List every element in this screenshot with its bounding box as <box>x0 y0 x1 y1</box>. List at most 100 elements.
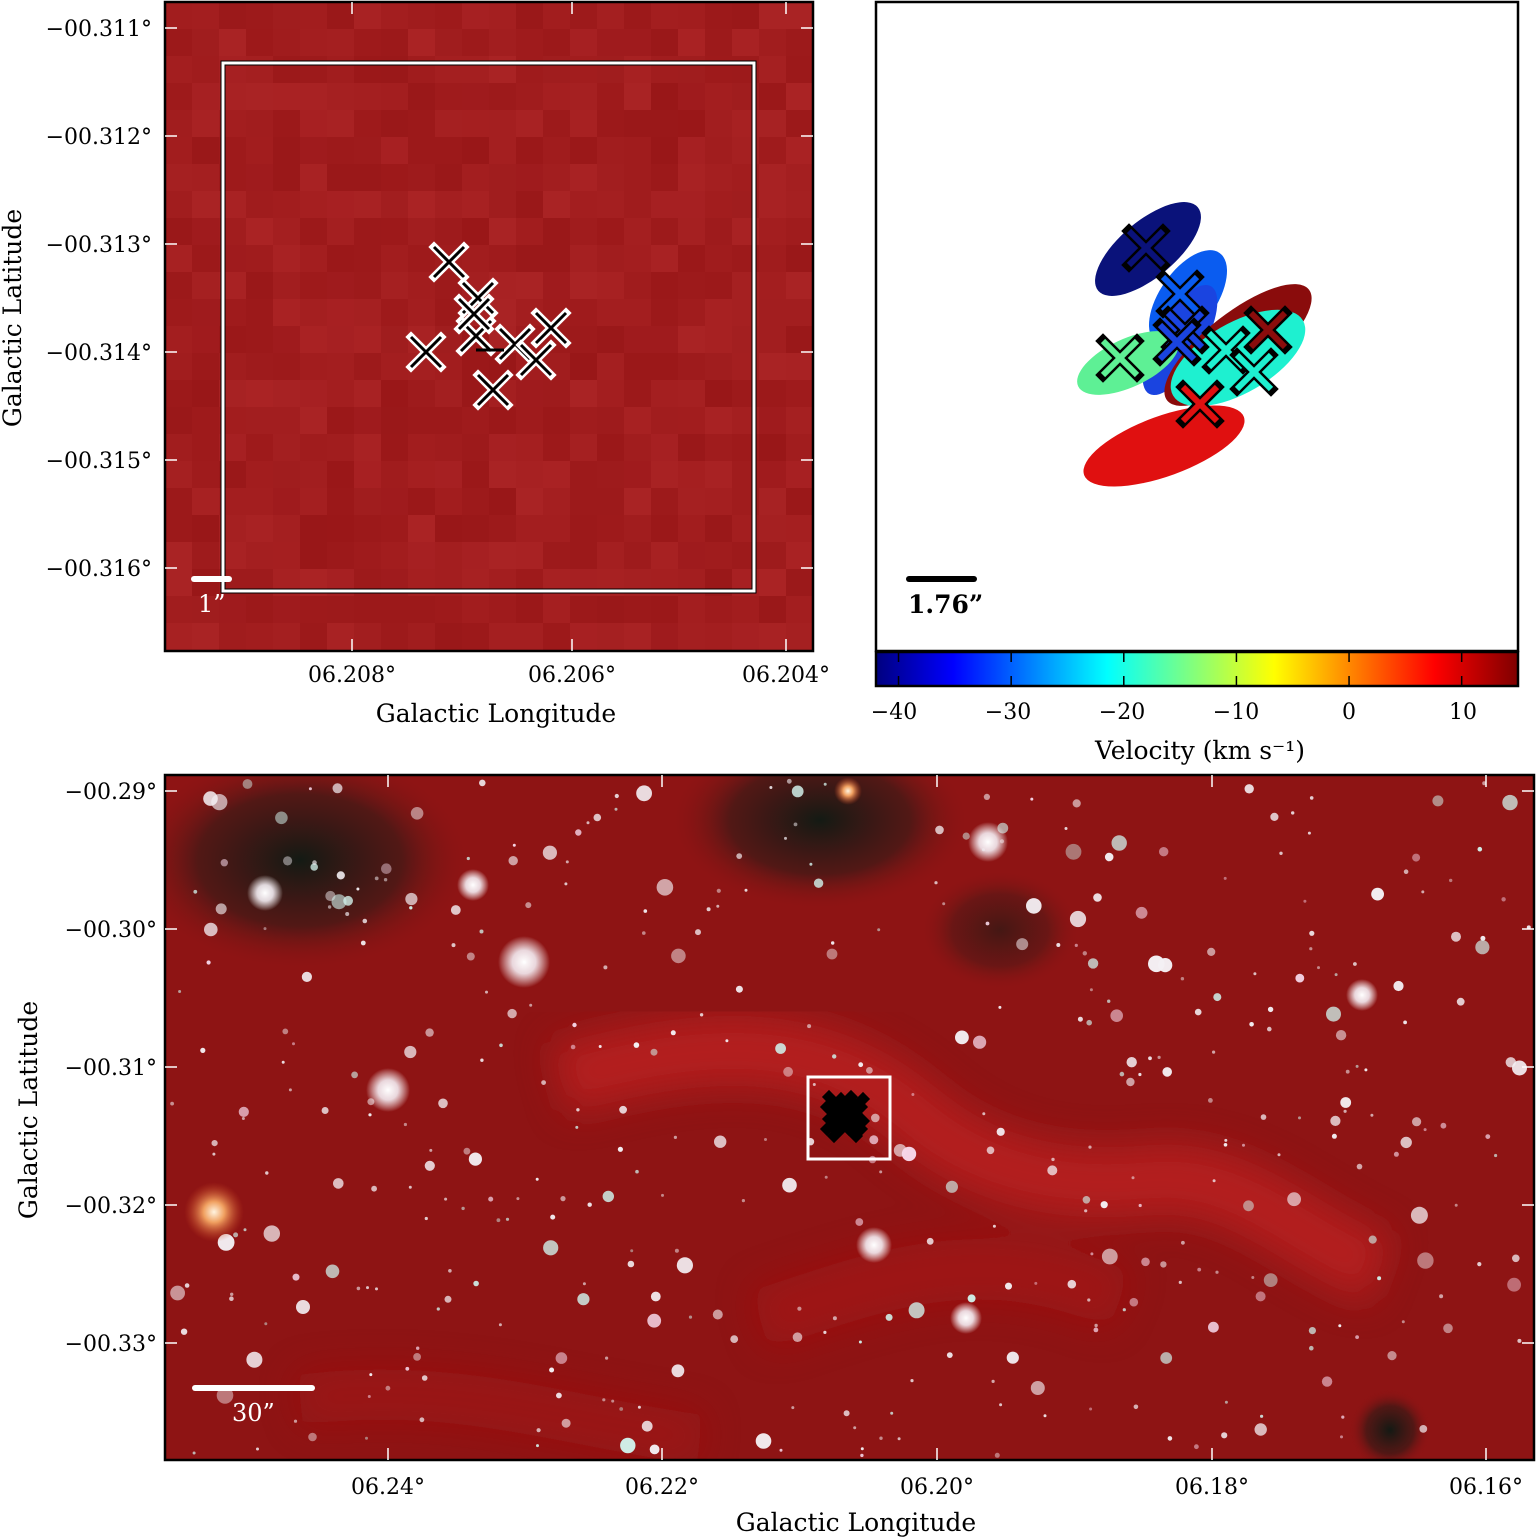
star <box>1270 812 1279 822</box>
image-pixel <box>759 2 786 29</box>
star <box>1034 1281 1038 1285</box>
star <box>256 1447 259 1451</box>
image-pixel <box>192 623 219 650</box>
image-pixel <box>624 515 651 542</box>
star <box>1317 966 1320 970</box>
image-pixel <box>300 110 327 137</box>
star <box>860 1453 864 1458</box>
star <box>1400 1136 1412 1149</box>
image-pixel <box>165 2 192 29</box>
star <box>1093 1327 1099 1333</box>
image-pixel <box>678 245 705 272</box>
image-pixel <box>759 407 786 434</box>
star <box>296 1300 310 1314</box>
star <box>577 1293 590 1306</box>
image-pixel <box>597 110 624 137</box>
image-pixel <box>678 326 705 353</box>
star <box>985 921 990 926</box>
image-pixel <box>327 407 354 434</box>
star <box>812 1083 816 1086</box>
x-marker <box>515 339 557 381</box>
image-pixel <box>165 218 192 245</box>
star <box>1051 1157 1055 1162</box>
image-pixel <box>651 434 678 461</box>
image-pixel <box>273 488 300 515</box>
image-pixel <box>597 299 624 326</box>
star <box>1064 827 1068 830</box>
colorbar-gradient <box>874 650 1520 688</box>
star <box>362 918 368 924</box>
image-pixel <box>327 29 354 56</box>
y-axis-title: Galactic Latitude <box>0 209 27 427</box>
star <box>365 1436 368 1440</box>
star <box>180 1328 188 1335</box>
star <box>630 1249 634 1253</box>
star <box>1419 1425 1428 1433</box>
image-pixel <box>327 380 354 407</box>
image-pixel <box>246 110 273 137</box>
star <box>1512 1254 1520 1263</box>
star <box>1440 1122 1447 1129</box>
star <box>1244 784 1254 794</box>
image-pixel <box>786 596 813 623</box>
image-pixel <box>597 434 624 461</box>
image-pixel <box>624 245 651 272</box>
star <box>1030 1381 1045 1395</box>
image-pixel <box>786 488 813 515</box>
image-pixel <box>192 218 219 245</box>
star <box>1287 1192 1301 1207</box>
image-pixel <box>651 272 678 299</box>
star <box>942 902 946 906</box>
image-pixel <box>300 515 327 542</box>
image-pixel <box>408 650 435 651</box>
image-pixel <box>678 2 705 29</box>
image-pixel <box>192 542 219 569</box>
star <box>356 1286 361 1291</box>
image-pixel <box>165 29 192 56</box>
star <box>301 971 312 983</box>
image-pixel <box>651 326 678 353</box>
image-pixel <box>462 56 489 83</box>
star <box>627 1260 635 1268</box>
image-pixel <box>381 164 408 191</box>
orange-star <box>184 1182 244 1242</box>
image-pixel <box>705 488 732 515</box>
image-pixel <box>327 623 354 650</box>
star <box>1224 1138 1228 1142</box>
image-pixel <box>165 542 192 569</box>
image-pixel <box>597 461 624 488</box>
star <box>1086 1019 1092 1026</box>
image-pixel <box>786 164 813 191</box>
image-pixel <box>705 137 732 164</box>
bright-star <box>498 936 550 988</box>
wide-panel-ticks <box>165 775 1534 1460</box>
star <box>1126 1077 1135 1087</box>
image-pixel <box>462 137 489 164</box>
image-pixel <box>516 434 543 461</box>
star <box>1100 1201 1108 1209</box>
star <box>755 1433 772 1449</box>
star <box>1030 797 1034 801</box>
star <box>1353 962 1357 966</box>
image-pixel <box>300 191 327 218</box>
star <box>673 1135 678 1139</box>
star <box>429 1148 433 1152</box>
image-pixel <box>759 515 786 542</box>
image-pixel <box>408 218 435 245</box>
star <box>184 1283 190 1288</box>
star <box>419 1417 425 1423</box>
star <box>797 1306 802 1311</box>
x-tick-label: 06.20° <box>900 1475 974 1500</box>
image-pixel <box>786 515 813 542</box>
y-tick-label: −00.33° <box>65 1332 157 1357</box>
x-tick-label: 06.208° <box>308 663 396 688</box>
star <box>466 856 470 861</box>
image-pixel <box>462 434 489 461</box>
star <box>1387 1351 1397 1361</box>
image-pixel <box>516 245 543 272</box>
image-pixel <box>489 83 516 110</box>
image-pixel <box>543 218 570 245</box>
image-pixel <box>786 461 813 488</box>
source-markers <box>405 241 572 411</box>
image-pixel <box>462 596 489 623</box>
